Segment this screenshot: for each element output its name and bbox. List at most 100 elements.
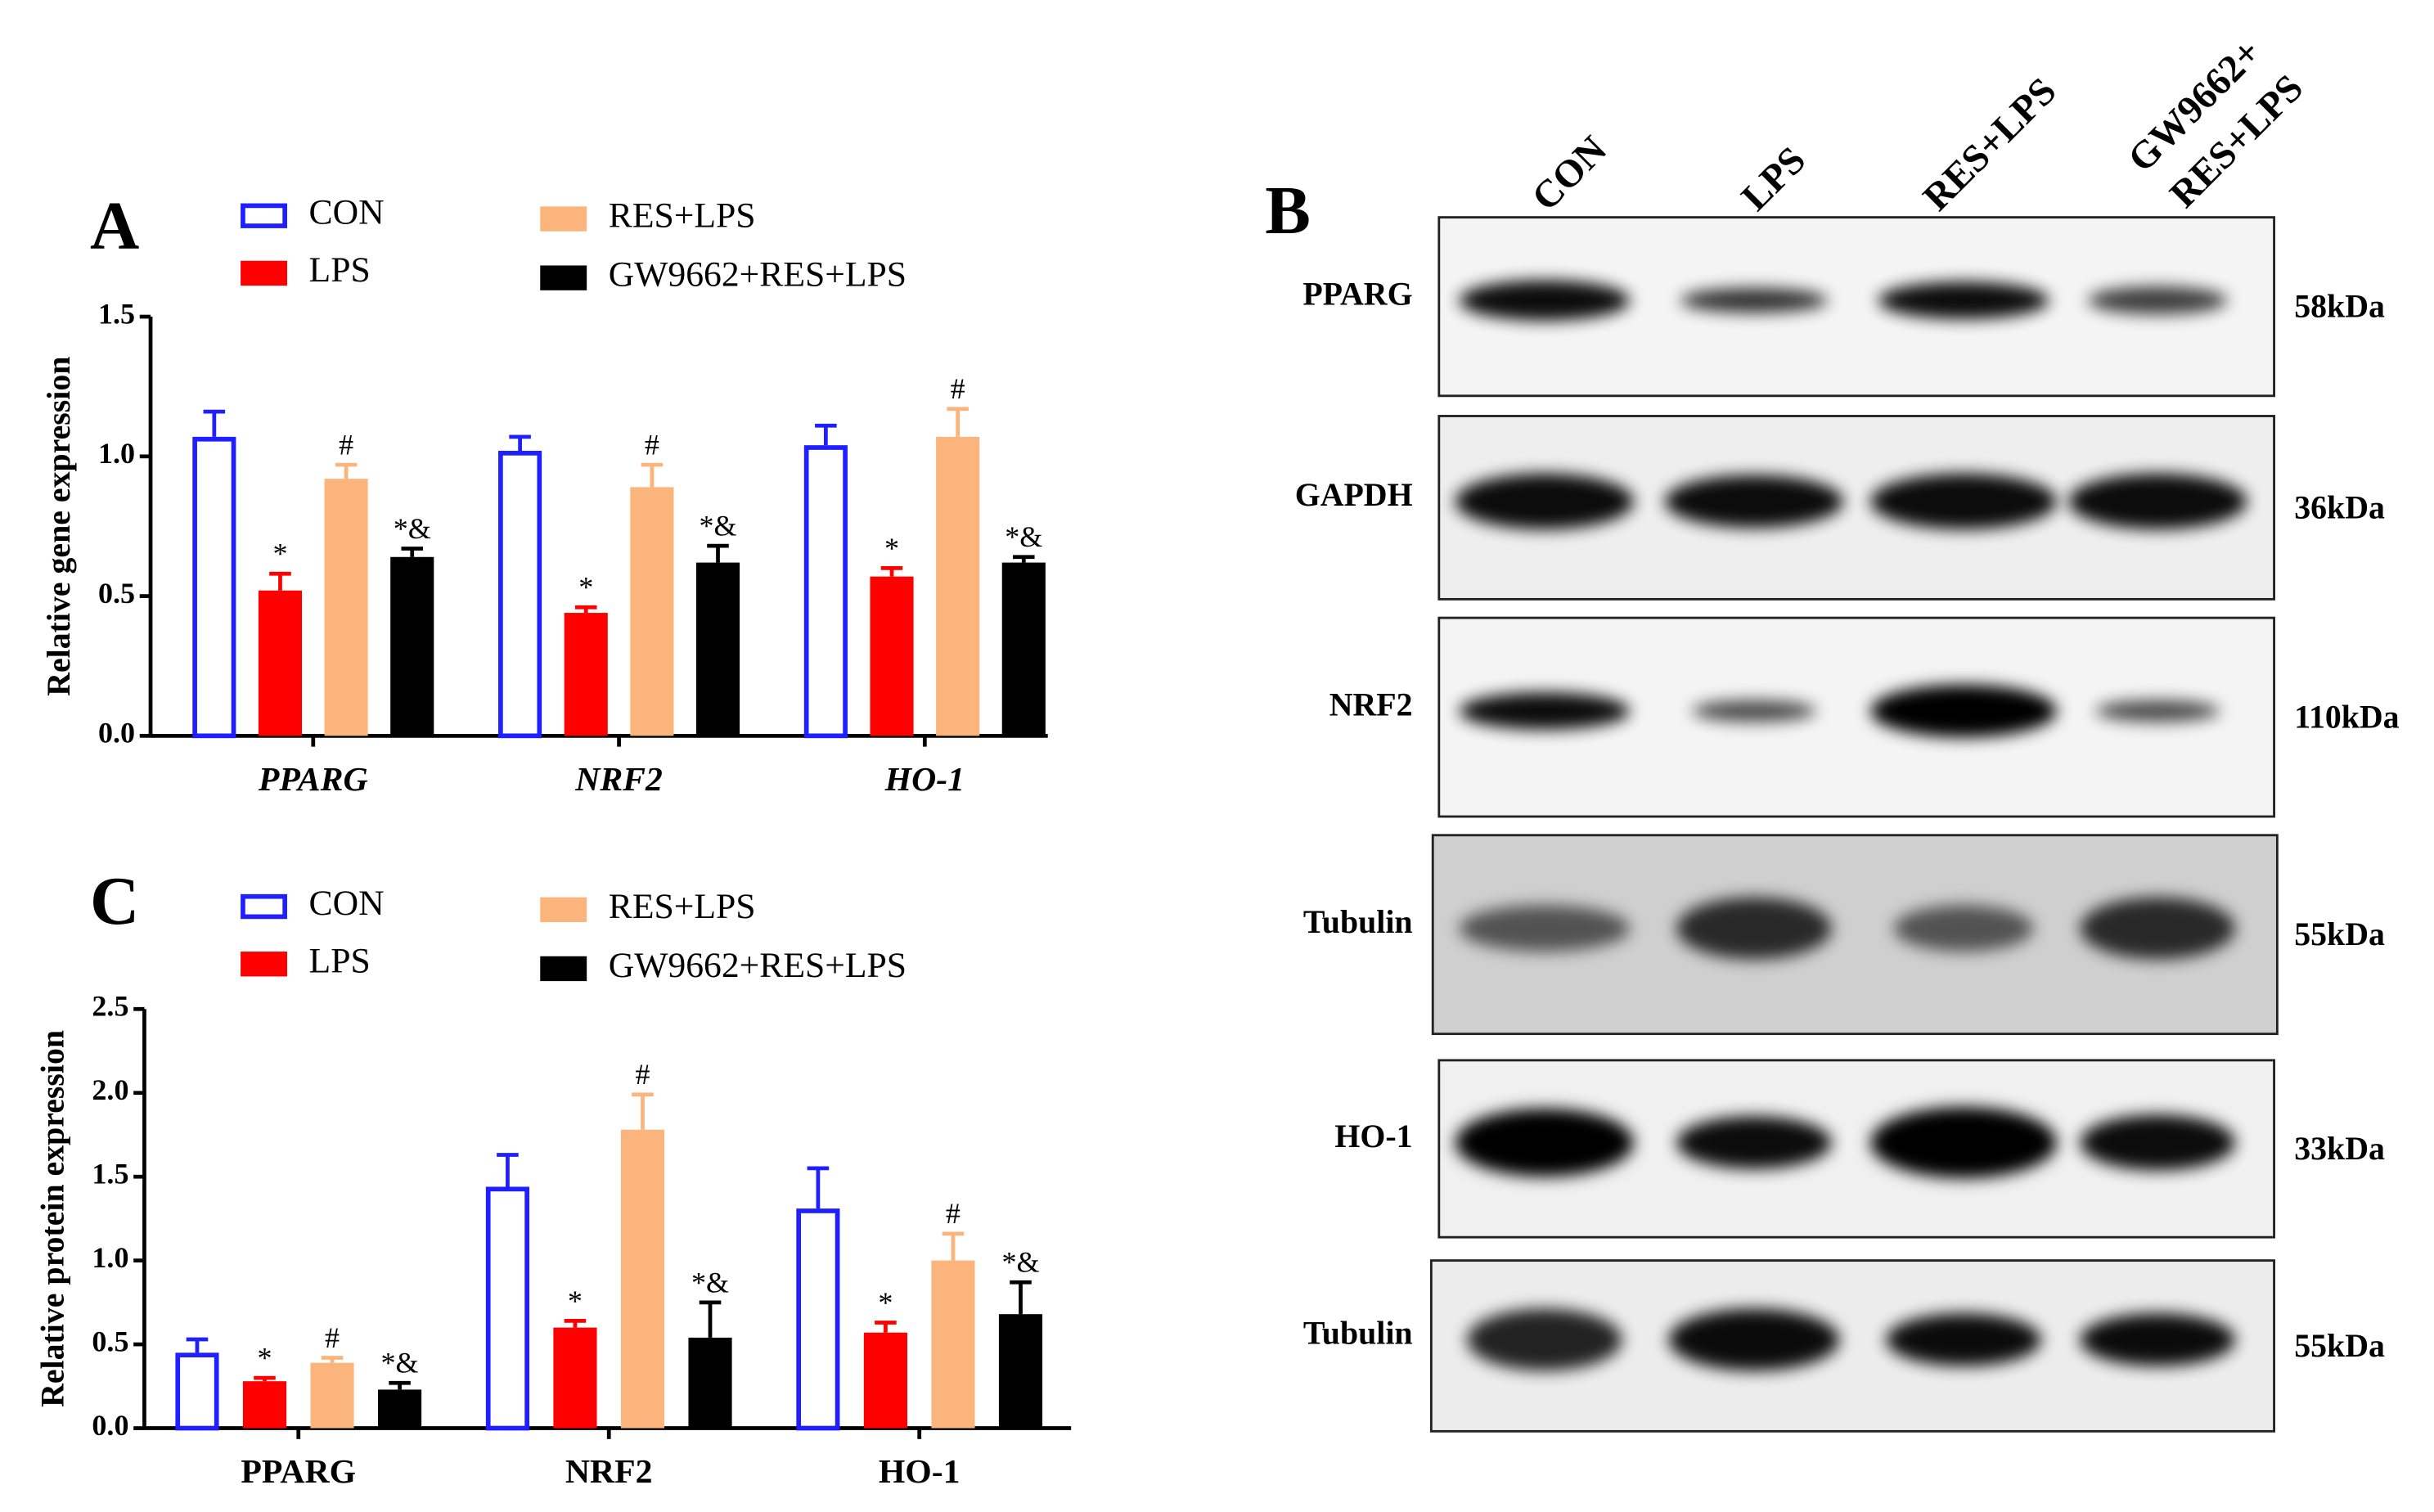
error-bar xyxy=(632,1092,654,1130)
error-bar xyxy=(947,407,969,437)
x-tick-label: HO-1 xyxy=(884,761,965,799)
protein-label: PPARG xyxy=(1302,275,1412,312)
y-tick-label: 2.5 xyxy=(92,990,128,1023)
bar xyxy=(310,1362,354,1429)
blot-band xyxy=(1668,1308,1840,1371)
y-tick-label: 1.5 xyxy=(92,1157,128,1190)
error-bar xyxy=(254,1375,276,1382)
legend-label: GW9662+RES+LPS xyxy=(609,255,907,295)
annotation: # xyxy=(645,428,659,461)
protein-label: GAPDH xyxy=(1295,476,1413,513)
bar xyxy=(870,576,914,736)
lane-label: CON xyxy=(1524,128,1615,219)
error-bar xyxy=(574,605,597,614)
bar xyxy=(485,1186,529,1431)
annotation: *& xyxy=(691,1266,729,1298)
annotation: * xyxy=(257,1341,272,1374)
legend-swatch xyxy=(241,893,288,920)
blot-band xyxy=(1459,692,1631,730)
blot-band xyxy=(1664,475,1844,529)
annotation: # xyxy=(635,1058,650,1091)
error-bar xyxy=(186,1337,209,1353)
legend-swatch xyxy=(540,265,587,290)
blot-band xyxy=(1878,281,2049,319)
legend-swatch xyxy=(241,952,288,977)
blot-band xyxy=(1459,280,1631,321)
error-bar xyxy=(203,409,226,437)
blot-band xyxy=(2080,1313,2236,1366)
bar xyxy=(390,556,434,736)
y-axis-label: Relative protein expression xyxy=(34,1030,70,1407)
bar xyxy=(688,1337,732,1429)
protein-label: Tubulin xyxy=(1303,903,1413,940)
annotation: # xyxy=(951,372,965,405)
blot-band xyxy=(1870,1106,2057,1179)
x-tick-label: HO-1 xyxy=(879,1453,961,1491)
size-label: 55kDa xyxy=(2294,1327,2385,1364)
bar xyxy=(796,1208,840,1431)
error-bar xyxy=(875,1321,897,1333)
blot-band xyxy=(1893,905,2034,952)
annotation: *& xyxy=(699,509,736,542)
annotation: * xyxy=(884,532,899,565)
annotation: # xyxy=(946,1197,961,1230)
error-bar xyxy=(401,547,424,557)
annotation: * xyxy=(578,571,593,604)
legend-swatch xyxy=(540,897,587,923)
x-tick-label: PPARG xyxy=(258,761,368,799)
error-bar xyxy=(1013,555,1035,563)
legend-swatch xyxy=(540,206,587,232)
error-bar xyxy=(807,1166,830,1209)
x-tick-label: PPARG xyxy=(241,1453,356,1491)
blot-band xyxy=(1870,473,2057,529)
bar xyxy=(564,613,608,736)
size-label: 55kDa xyxy=(2294,916,2385,952)
y-tick-label: 2.0 xyxy=(92,1073,128,1106)
error-bar xyxy=(880,566,903,577)
bar xyxy=(377,1389,422,1429)
panel-letter: A xyxy=(90,189,139,264)
x-tick-label: NRF2 xyxy=(565,1453,653,1491)
blot-band xyxy=(2087,286,2228,315)
bar xyxy=(803,445,848,739)
blot-band xyxy=(1455,473,1634,529)
blot-band xyxy=(1870,684,2057,738)
y-tick-label: 0.5 xyxy=(92,1325,128,1357)
bar xyxy=(498,450,542,739)
y-tick-label: 0.0 xyxy=(98,717,135,749)
blot-band xyxy=(1680,287,1829,313)
error-bar xyxy=(335,462,358,479)
blot-band xyxy=(1455,1108,1634,1177)
bar xyxy=(936,436,980,736)
size-label: 110kDa xyxy=(2294,699,2399,736)
error-bar xyxy=(707,543,729,563)
bar xyxy=(192,436,236,739)
legend-label: RES+LPS xyxy=(609,887,756,926)
legend-swatch xyxy=(241,203,288,228)
bar xyxy=(998,1314,1043,1429)
y-tick-label: 1.5 xyxy=(98,297,135,330)
bar xyxy=(695,562,740,736)
legend-label: CON xyxy=(309,884,385,923)
size-label: 33kDa xyxy=(2294,1130,2385,1167)
error-bar xyxy=(1010,1280,1032,1315)
annotation: * xyxy=(878,1286,893,1319)
annotation: # xyxy=(339,428,353,461)
y-tick-label: 0.5 xyxy=(98,577,135,610)
bar xyxy=(553,1327,597,1429)
blot-band xyxy=(1692,700,1816,722)
panel-letter: B xyxy=(1265,173,1311,249)
bar xyxy=(620,1129,665,1429)
panel-letter: C xyxy=(90,864,139,939)
lane-label: RES+LPS xyxy=(1915,70,2065,219)
annotation: *& xyxy=(381,1347,419,1379)
error-bar xyxy=(641,462,664,488)
error-bar xyxy=(321,1356,344,1363)
annotation: * xyxy=(272,538,287,570)
legend-label: GW9662+RES+LPS xyxy=(609,946,907,985)
y-tick-label: 1.0 xyxy=(92,1241,128,1274)
blot-band xyxy=(1466,1308,1622,1371)
bar xyxy=(258,590,303,736)
error-bar xyxy=(564,1319,587,1328)
error-bar xyxy=(389,1380,411,1390)
